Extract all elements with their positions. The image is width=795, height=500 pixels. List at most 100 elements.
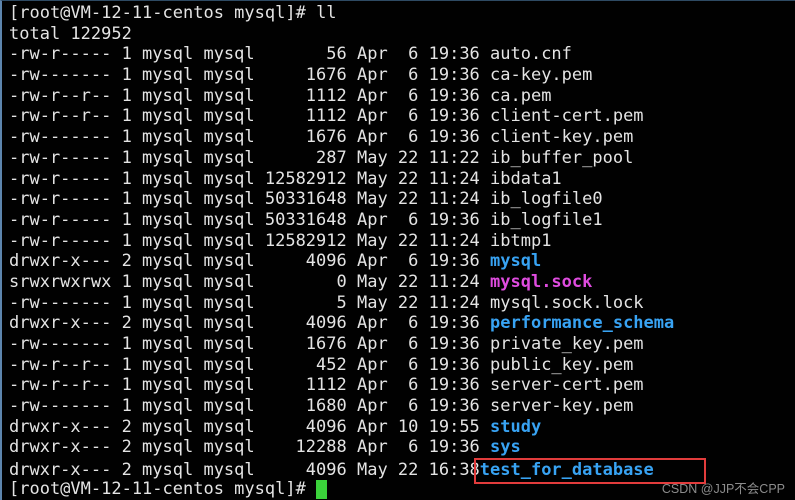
file-name: mysql.sock xyxy=(490,271,593,292)
owner-name: mysql xyxy=(142,44,194,65)
file-size: 4096 xyxy=(305,460,347,481)
group-name: mysql xyxy=(203,271,255,292)
permissions-text: drwxr-x--- xyxy=(9,251,112,272)
group-name: mysql xyxy=(203,65,255,86)
file-size: 452 xyxy=(316,354,347,375)
group-name: mysql xyxy=(203,416,255,437)
prompt-text: [root@VM-12-11-centos mysql]# xyxy=(9,478,306,499)
owner-name: mysql xyxy=(142,65,194,86)
permissions-text: -rw-r----- xyxy=(9,44,112,65)
watermark: CSDN @JJP不会CPP xyxy=(661,482,785,496)
permissions-text: -rw-r----- xyxy=(9,189,112,210)
file-list-row: -rw------- 1 mysql mysql 1680 Apr 6 19:36 serv… xyxy=(9,396,795,417)
owner-name: mysql xyxy=(142,168,194,189)
permissions-text: -rw-r----- xyxy=(9,147,112,168)
file-list-row: srwxrwxrwx 1 mysql mysql 0 May 22 11:24 mysql.… xyxy=(9,272,795,293)
file-name: ca-key.pem xyxy=(490,65,593,86)
permissions-text: srwxrwxrwx xyxy=(9,271,112,292)
file-list-row: drwxr-x--- 2 mysql mysql 4096 Apr 10 19:55 stu… xyxy=(9,417,795,438)
owner-name: mysql xyxy=(142,189,194,210)
owner-name: mysql xyxy=(142,271,194,292)
permissions-text: -rw------- xyxy=(9,396,112,417)
modified-date: Apr 6 19:36 xyxy=(356,437,480,458)
permissions-text: -rw-r----- xyxy=(9,168,112,189)
link-count: 1 xyxy=(121,65,132,86)
file-size: 12582912 xyxy=(264,168,347,189)
prompt-line-top: [root@VM-12-11-centos mysql]# ll xyxy=(9,3,795,24)
file-list-row: -rw------- 1 mysql mysql 1676 Apr 6 19:36 priv… xyxy=(9,334,795,355)
link-count: 1 xyxy=(121,44,132,65)
file-list-row: -rw------- 1 mysql mysql 5 May 22 11:24 mysql.… xyxy=(9,293,795,314)
file-name: private_key.pem xyxy=(490,334,644,354)
file-list-row: drwxr-x--- 2 mysql mysql 4096 Apr 6 19:36 mysq… xyxy=(9,251,795,272)
group-name: mysql xyxy=(203,85,255,106)
permissions-text: -rw-r----- xyxy=(9,209,112,230)
file-name: server-cert.pem xyxy=(490,375,644,396)
owner-name: mysql xyxy=(142,292,194,313)
file-list-row: -rw-r----- 1 mysql mysql 287 May 22 11:22 ib_b… xyxy=(9,148,795,169)
file-size: 12582912 xyxy=(264,230,347,251)
group-name: mysql xyxy=(203,189,255,210)
modified-date: May 22 11:24 xyxy=(356,230,480,251)
file-size: 5 xyxy=(336,292,347,313)
permissions-text: -rw-r--r-- xyxy=(9,375,112,396)
file-size: 12288 xyxy=(295,437,347,458)
file-name: sys xyxy=(490,437,521,458)
group-name: mysql xyxy=(203,292,255,313)
link-count: 1 xyxy=(121,189,132,210)
file-name: mysql xyxy=(490,251,542,272)
permissions-text: -rw------- xyxy=(9,127,112,148)
group-name: mysql xyxy=(203,313,255,334)
file-list-row: -rw------- 1 mysql mysql 1676 Apr 6 19:36 clie… xyxy=(9,127,795,148)
terminal-cursor xyxy=(315,479,327,499)
file-name: mysql.sock.lock xyxy=(490,292,644,313)
file-list-row: -rw-r--r-- 1 mysql mysql 452 Apr 6 19:36 publi… xyxy=(9,355,795,376)
file-list-row: -rw-r----- 1 mysql mysql 12582912 May 22 11:2… xyxy=(9,169,795,190)
file-name: auto.cnf xyxy=(490,44,572,65)
link-count: 2 xyxy=(121,251,132,272)
link-count: 1 xyxy=(121,375,132,396)
file-size: 1676 xyxy=(305,334,347,354)
link-count: 1 xyxy=(121,230,132,251)
modified-date: Apr 6 19:36 xyxy=(356,251,480,272)
file-list-row: -rw-r----- 1 mysql mysql 50331648 Apr 6 19:36… xyxy=(9,210,795,231)
group-name: mysql xyxy=(203,168,255,189)
file-size: 0 xyxy=(336,271,347,292)
permissions-text: drwxr-x--- xyxy=(9,313,112,334)
owner-name: mysql xyxy=(142,396,194,417)
owner-name: mysql xyxy=(142,416,194,437)
modified-date: May 22 11:24 xyxy=(356,292,480,313)
file-list: -rw-r----- 1 mysql mysql 56 Apr 6 19:36 auto.c… xyxy=(9,44,795,484)
file-list-row: -rw-r----- 1 mysql mysql 56 Apr 6 19:36 auto.c… xyxy=(9,44,795,65)
prompt-line-bottom: [root@VM-12-11-centos mysql]# xyxy=(9,479,795,500)
file-name: ca.pem xyxy=(490,85,552,106)
link-count: 1 xyxy=(121,334,132,354)
file-name: performance_schema xyxy=(490,313,675,334)
modified-date: Apr 10 19:55 xyxy=(356,416,480,437)
group-name: mysql xyxy=(203,209,255,230)
group-name: mysql xyxy=(203,44,255,65)
permissions-text: drwxr-x--- xyxy=(9,460,112,481)
modified-date: May 22 11:24 xyxy=(356,189,480,210)
file-name: ib_logfile0 xyxy=(490,189,603,210)
file-list-row: drwxr-x--- 2 mysql mysql 4096 Apr 6 19:36 perf… xyxy=(9,313,795,334)
group-name: mysql xyxy=(203,396,255,417)
group-name: mysql xyxy=(203,354,255,375)
owner-name: mysql xyxy=(142,209,194,230)
modified-date: May 22 11:24 xyxy=(356,168,480,189)
file-size: 1112 xyxy=(305,375,347,396)
link-count: 1 xyxy=(121,396,132,417)
link-count: 1 xyxy=(121,106,132,127)
link-count: 2 xyxy=(121,313,132,334)
link-count: 1 xyxy=(121,85,132,106)
file-name: public_key.pem xyxy=(490,354,634,375)
link-count: 1 xyxy=(121,354,132,375)
modified-date: Apr 6 19:36 xyxy=(356,106,480,127)
group-name: mysql xyxy=(203,334,255,354)
modified-date: May 22 11:24 xyxy=(356,271,480,292)
file-name: client-key.pem xyxy=(490,127,634,148)
modified-date: Apr 6 19:36 xyxy=(356,396,480,417)
link-count: 1 xyxy=(121,168,132,189)
file-size: 56 xyxy=(326,44,347,65)
